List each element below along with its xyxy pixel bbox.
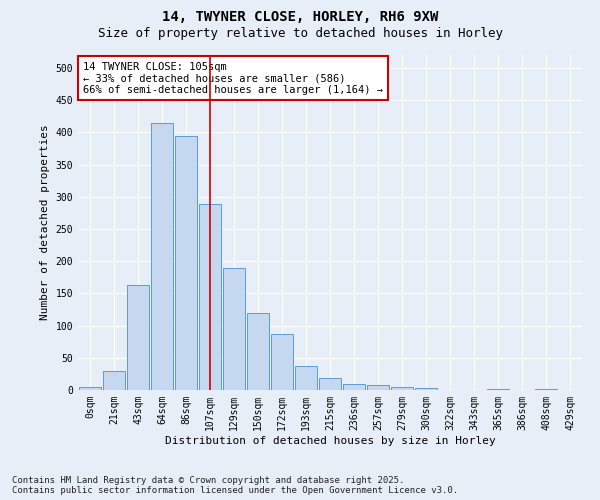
Bar [367,385,389,390]
Bar [487,388,509,390]
Bar [415,388,437,390]
Bar [319,378,341,390]
Bar [103,370,125,390]
Bar [271,334,293,390]
Bar [343,384,365,390]
Text: 14 TWYNER CLOSE: 105sqm
← 33% of detached houses are smaller (586)
66% of semi-d: 14 TWYNER CLOSE: 105sqm ← 33% of detache… [83,62,383,95]
Bar [175,136,197,390]
Text: Contains HM Land Registry data © Crown copyright and database right 2025.
Contai: Contains HM Land Registry data © Crown c… [12,476,458,495]
Text: 14, TWYNER CLOSE, HORLEY, RH6 9XW: 14, TWYNER CLOSE, HORLEY, RH6 9XW [162,10,438,24]
Bar [199,204,221,390]
Bar [79,388,101,390]
Bar [127,285,149,390]
X-axis label: Distribution of detached houses by size in Horley: Distribution of detached houses by size … [164,436,496,446]
Bar [223,268,245,390]
Bar [295,366,317,390]
Bar [151,122,173,390]
Bar [391,388,413,390]
Y-axis label: Number of detached properties: Number of detached properties [40,124,50,320]
Text: Size of property relative to detached houses in Horley: Size of property relative to detached ho… [97,28,503,40]
Bar [247,312,269,390]
